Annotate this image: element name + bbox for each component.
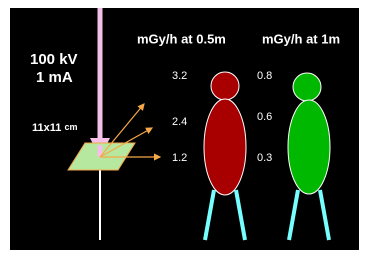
dose-value: 3.2 (172, 70, 187, 82)
current: 1 mA (36, 69, 73, 86)
dose-value: 1.2 (172, 152, 187, 164)
dose-value: 0.6 (257, 111, 272, 123)
header: mGy/h at 0.5m (137, 31, 226, 46)
field-size: 11x11 cm (32, 122, 77, 134)
field: 11x11 (32, 122, 61, 134)
diagram: 100 kV 1 mA 11x11 cm mGy/h at 0.5m mGy/h… (0, 0, 369, 258)
voltage: 100 kV (30, 51, 78, 68)
dose-value: 2.4 (172, 116, 187, 128)
page: 100 kV 1 mA 11x11 cm mGy/h at 0.5m mGy/h… (0, 0, 369, 258)
header: mGy/h at 1m (262, 31, 340, 46)
dose-value: 0.8 (257, 70, 272, 82)
dose-value: 0.3 (257, 152, 272, 164)
field-unit: cm (64, 122, 77, 132)
